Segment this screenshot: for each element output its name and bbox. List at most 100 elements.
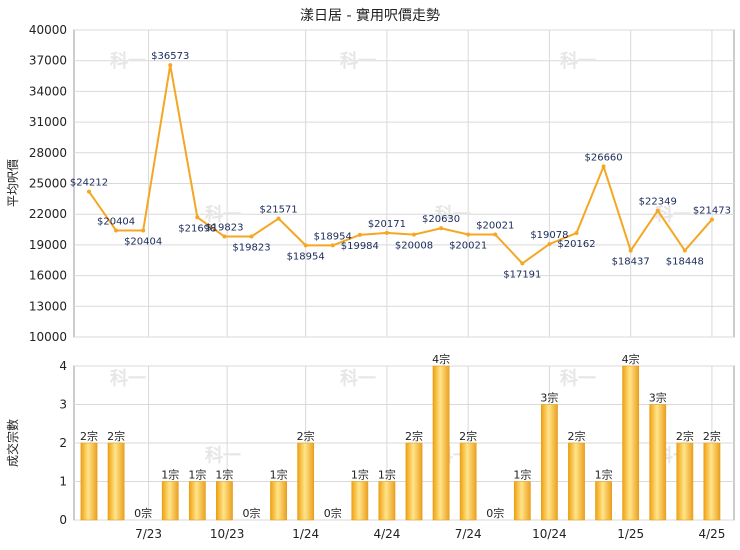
volume-bar [676,442,694,521]
price-data-label: $36573 [151,51,189,62]
price-point [655,208,660,213]
volume-data-label: 1宗 [513,468,531,482]
price-point [195,215,200,220]
x-tick-label: 7/24 [455,527,482,541]
volume-bar [80,442,98,521]
price-y-axis-title: 平均呎價 [6,159,20,207]
volume-bar [649,404,667,521]
price-point [249,234,254,239]
volume-data-label: 1宗 [351,468,369,482]
volume-bar [161,481,179,521]
price-data-label: $17191 [503,269,541,280]
price-y-tick-label: 25000 [29,177,67,191]
volume-y-axis-title: 成交宗數 [5,419,20,467]
price-point [439,226,444,231]
x-tick-label: 10/24 [532,527,567,541]
volume-data-label: 1宗 [595,468,613,482]
volume-bar [216,481,233,521]
price-point [412,232,416,237]
volume-data-label: 1宗 [270,468,288,482]
volume-data-label: 0宗 [134,506,152,520]
price-point [141,228,146,233]
volume-data-label: 1宗 [188,468,206,482]
watermark-text: 科一 [340,367,376,389]
volume-data-label: 3宗 [649,391,667,405]
volume-data-label: 2宗 [459,429,477,443]
price-data-label: $18954 [287,251,325,262]
price-panel: 10000 13000 16000 19000 22000 25000 28000 31000… [29,23,735,344]
price-point [222,234,227,239]
volume-data-label: 2宗 [568,429,586,443]
volume-data-label: 2宗 [80,429,98,443]
volume-y-tick-label: 0 [59,513,67,527]
volume-data-label: 1宗 [378,468,396,482]
price-data-label: $20021 [476,220,514,231]
price-data-label: $20021 [449,240,487,251]
price-y-tick-label: 19000 [29,238,67,252]
watermark-text: 科一 [560,50,596,72]
x-tick-label: 7/23 [135,527,162,541]
watermark-text: 科一 [205,444,241,466]
price-data-label: $19078 [530,230,568,241]
volume-bar [188,481,206,521]
volume-bar [622,365,640,521]
price-point [493,232,498,237]
x-tick-label: 10/23 [210,527,245,541]
volume-bar [351,481,369,521]
volume-bar [568,442,585,521]
volume-y-tick-label: 1 [59,475,67,489]
volume-bar [541,404,558,521]
price-data-label: $18437 [612,257,650,268]
price-point [114,228,119,233]
price-data-label: $20171 [368,219,406,230]
price-data-label: $21698 [178,223,216,234]
volume-y-tick-label: 4 [59,359,67,373]
volume-data-label: 2宗 [297,429,315,443]
price-y-tick-label: 37000 [29,54,67,68]
volume-data-label: 0宗 [243,506,261,520]
price-point [628,248,633,253]
volume-bar [405,442,423,521]
price-point [357,232,362,237]
watermark-text: 科一 [435,203,471,225]
price-point [601,164,606,169]
price-data-label: $21571 [259,205,297,216]
price-data-label: $20162 [557,239,595,250]
price-data-label: $20404 [97,217,135,228]
volume-bar [459,442,477,521]
volume-bar [270,481,287,521]
volume-data-label: 3宗 [540,391,558,405]
watermark-text: 科一 [560,367,596,389]
price-data-label: $20008 [395,241,433,252]
volume-bar [297,442,315,521]
price-data-label: $19823 [232,242,270,253]
volume-data-label: 2宗 [405,429,423,443]
price-y-tick-label: 13000 [29,299,67,313]
price-data-label: $26660 [584,153,622,164]
price-data-label: $22349 [639,197,677,208]
price-point [547,242,552,247]
volume-bar [432,365,450,521]
volume-bar [703,442,721,521]
price-data-label: $19823 [205,222,243,233]
price-data-label: $24212 [70,178,108,189]
volume-data-label: 4宗 [622,352,640,366]
price-y-tick-label: 28000 [29,146,67,160]
watermark-text: 科一 [110,50,146,72]
volume-bar [513,481,531,521]
price-y-tick-label: 34000 [29,84,67,98]
price-point [709,217,714,222]
chart-title: 漾日居 - 實用呎價走勢 [300,7,440,24]
price-point [303,243,308,248]
price-data-label: $18448 [666,257,704,268]
watermark-text: 科一 [205,203,241,225]
price-data-label: $20404 [124,237,162,248]
volume-data-label: 1宗 [215,468,233,482]
x-tick-label: 4/24 [373,527,400,541]
volume-bar [107,442,125,521]
price-point [520,261,525,266]
price-y-tick-label: 22000 [29,207,67,221]
price-y-tick-label: 10000 [29,330,67,344]
